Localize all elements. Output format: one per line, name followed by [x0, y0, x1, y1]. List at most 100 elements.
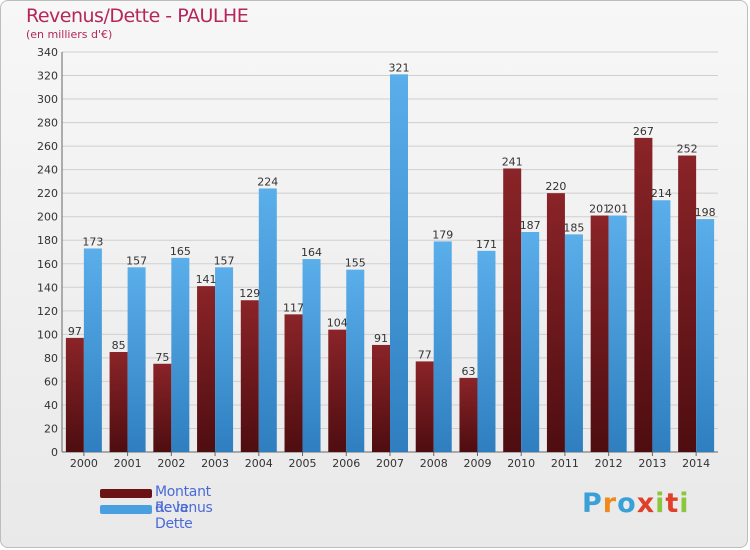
- bar-revenus: [127, 267, 146, 452]
- y-tick-label: 100: [37, 328, 58, 341]
- y-tick-label: 120: [37, 305, 58, 318]
- bar-dette: [546, 193, 565, 453]
- data-label-dette: 77: [418, 348, 432, 361]
- data-label-revenus: 321: [389, 61, 410, 74]
- data-label-revenus: 185: [563, 221, 584, 234]
- data-label-dette: 252: [677, 143, 698, 156]
- y-tick-label: 340: [37, 46, 58, 59]
- y-tick-label: 160: [37, 258, 58, 271]
- bar-dette: [153, 363, 172, 452]
- y-tick-label: 280: [37, 117, 58, 130]
- y-tick-label: 20: [44, 422, 58, 435]
- y-tick-label: 60: [44, 375, 58, 388]
- x-tick-label: 2003: [201, 457, 229, 470]
- bar-dette: [197, 286, 216, 452]
- x-tick-label: 2012: [595, 457, 623, 470]
- data-label-revenus: 173: [82, 235, 103, 248]
- bars: [65, 74, 715, 453]
- bar-revenus: [521, 232, 540, 452]
- bar-revenus: [258, 188, 277, 452]
- legend-item-dette: Montant de la Dette: [100, 484, 211, 532]
- x-tick-label: 2000: [70, 457, 98, 470]
- data-label-dette: 141: [196, 273, 217, 286]
- data-label-dette: 104: [327, 317, 348, 330]
- y-tick-label: 80: [44, 352, 58, 365]
- data-label-revenus: 164: [301, 246, 322, 259]
- data-label-revenus: 157: [126, 254, 147, 267]
- y-tick-label: 320: [37, 70, 58, 83]
- y-tick-label: 260: [37, 140, 58, 153]
- bar-dette: [328, 329, 347, 452]
- bar-revenus: [652, 200, 671, 452]
- data-label-revenus: 224: [257, 175, 278, 188]
- data-label-dette: 97: [68, 325, 82, 338]
- legend-label-revenus: Revenus: [155, 500, 213, 516]
- bar-revenus: [390, 74, 408, 453]
- bar-dette: [459, 377, 478, 452]
- bar-revenus: [215, 267, 234, 452]
- logo-letter: t: [665, 488, 680, 519]
- logo-letter: r: [602, 488, 618, 519]
- data-label-dette: 85: [112, 339, 126, 352]
- logo-letter: P: [582, 488, 603, 519]
- bar-revenus: [433, 241, 452, 452]
- bar-dette: [240, 300, 259, 452]
- bar-dette: [678, 155, 697, 452]
- legend-swatch-revenus: [100, 504, 152, 514]
- x-tick-label: 2013: [638, 457, 666, 470]
- x-tick-label: 2001: [114, 457, 142, 470]
- data-label-revenus: 157: [214, 254, 235, 267]
- data-label-revenus: 187: [520, 219, 541, 232]
- data-label-revenus: 155: [345, 257, 366, 270]
- x-tick-label: 2008: [420, 457, 448, 470]
- data-label-dette: 267: [633, 125, 654, 138]
- bar-dette: [65, 337, 84, 452]
- bar-revenus: [608, 215, 627, 452]
- data-label-dette: 220: [545, 180, 566, 193]
- bar-revenus: [564, 234, 583, 452]
- data-label-dette: 75: [155, 351, 169, 364]
- x-tick-label: 2009: [463, 457, 491, 470]
- legend-label-dette: Montant de la Dette: [155, 484, 211, 532]
- bar-revenus: [171, 257, 190, 452]
- data-label-dette: 91: [374, 332, 388, 345]
- legend: Montant de la Dette Revenus: [100, 484, 213, 532]
- data-label-dette: 63: [461, 365, 475, 378]
- x-tick-label: 2010: [507, 457, 535, 470]
- bar-dette: [109, 352, 128, 452]
- y-tick-label: 40: [44, 399, 58, 412]
- chart-title: Revenus/Dette - PAULHE: [26, 5, 249, 27]
- x-tick-label: 2004: [245, 457, 273, 470]
- y-tick-label: 0: [51, 446, 58, 459]
- y-tick-label: 220: [37, 187, 58, 200]
- legend-item-revenus: Revenus: [100, 500, 213, 517]
- data-label-revenus: 165: [170, 245, 191, 258]
- data-label-revenus: 214: [651, 187, 672, 200]
- y-tick-label: 180: [37, 234, 58, 247]
- x-tick-label: 2002: [157, 457, 185, 470]
- labels: 97 173 85 157 75 165 141 157 129 224 117 164 104 155 9…: [68, 61, 716, 378]
- bar-dette: [284, 314, 303, 452]
- y-tick-label: 240: [37, 164, 58, 177]
- bar-dette: [503, 168, 522, 452]
- data-label-revenus: 201: [607, 203, 628, 216]
- data-label-revenus: 171: [476, 238, 497, 251]
- bar-dette: [372, 344, 390, 452]
- chart-subtitle: (en milliers d'€): [26, 28, 113, 41]
- bar-revenus: [696, 219, 715, 452]
- data-label-dette: 129: [239, 287, 260, 300]
- bar-dette: [415, 361, 434, 452]
- logo-letter: o: [617, 488, 637, 519]
- bar-revenus: [346, 269, 365, 452]
- bar-revenus: [302, 259, 321, 452]
- x-tick-label: 2005: [289, 457, 317, 470]
- data-label-dette: 241: [502, 155, 523, 168]
- bar-revenus: [83, 248, 102, 452]
- data-label-revenus: 179: [432, 228, 453, 241]
- bar-dette: [634, 137, 653, 452]
- x-tick-label: 2014: [682, 457, 710, 470]
- legend-swatch-dette: [100, 488, 152, 498]
- y-tick-label: 140: [37, 281, 58, 294]
- x-tick-label: 2006: [332, 457, 360, 470]
